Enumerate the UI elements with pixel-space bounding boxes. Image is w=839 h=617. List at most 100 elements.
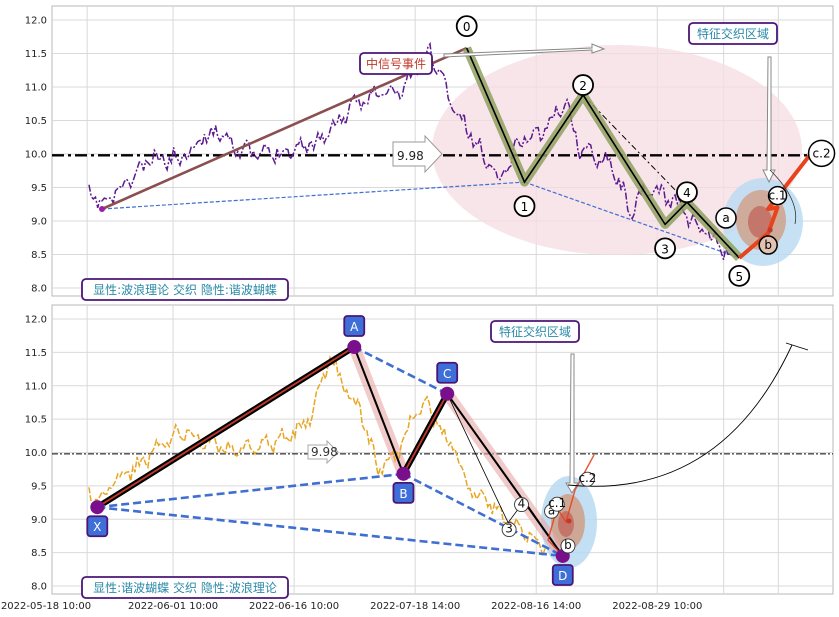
harmonic-connection (353, 345, 448, 395)
wave-node-3 (654, 237, 676, 260)
wave-label: 2 (579, 79, 587, 93)
harmonic-leg (353, 346, 405, 475)
wave-label: 0 (463, 20, 471, 34)
harmonic-connection (97, 505, 563, 558)
y-tick-label: 9.0 (31, 515, 47, 526)
y-tick-label: 11.0 (25, 381, 47, 392)
wave-label: 5 (735, 270, 743, 284)
harmonic-leg-core (96, 346, 355, 508)
harmonic-leg-core (402, 393, 448, 475)
y-tick-label: 10.0 (25, 448, 47, 459)
pointer-arrow (762, 56, 776, 184)
wave-node-0 (455, 15, 478, 38)
sub-node-b (560, 538, 576, 554)
x-tick-label: 2022-08-16 14:00 (491, 601, 581, 612)
wave-label: 4 (683, 186, 691, 200)
x-tick-label: 2022-07-18 14:00 (370, 601, 460, 612)
harmonic-box (436, 361, 459, 384)
wave-node-4 (676, 181, 698, 204)
feature-zone-label: 特征交织区域 (697, 26, 769, 41)
sub-wave-zone-core (748, 206, 772, 238)
y-tick-label: 9.5 (31, 481, 47, 492)
harmonic-box (551, 564, 574, 586)
y-tick-label: 8.5 (31, 548, 47, 559)
y-tick-label: 11.5 (25, 49, 47, 60)
harmonic-box (392, 481, 415, 504)
reference-arrow (307, 439, 339, 465)
sub-wave-label: a (722, 211, 729, 225)
rising-leg (101, 46, 468, 211)
sub-node-c.1 (549, 496, 565, 512)
sub-label: b (564, 538, 572, 552)
pointer-arrow (565, 353, 579, 494)
start-marker (99, 206, 105, 212)
trend-dashed (524, 181, 740, 259)
wave-node-2 (572, 74, 594, 96)
sub-node-4 (514, 497, 529, 513)
sub-wave-label: b (764, 238, 772, 252)
reference-line-label: 9.98 (397, 149, 424, 163)
wave-label: 1 (521, 200, 529, 214)
harmonic-marker-A (347, 340, 362, 355)
trend-dashdot (582, 94, 688, 203)
harmonic-label: D (558, 569, 567, 583)
sub-label: c.2 (578, 471, 596, 485)
harmonic-label: C (443, 367, 451, 381)
sub-node-3 (501, 522, 517, 538)
sub-wave-dot (767, 227, 773, 233)
wave-node-1 (513, 195, 536, 218)
flow-arrow (443, 43, 606, 58)
sub-wave-node-a (715, 207, 737, 229)
y-tick-label: 8.0 (31, 284, 47, 295)
harmonic-connection (97, 472, 404, 509)
x-tick-label: 2022-06-16 10:00 (249, 601, 339, 612)
sub-wave-dot (566, 518, 572, 524)
y-tick-label: 8.0 (31, 582, 47, 593)
y-tick-label: 10.5 (25, 116, 47, 127)
y-tick-label: 12.0 (25, 16, 47, 27)
y-tick-label: 8.5 (31, 250, 47, 261)
harmonic-label: X (93, 520, 101, 534)
sub-wave-node-b (758, 235, 778, 255)
sub-label: 4 (518, 497, 526, 511)
wave-line (465, 47, 740, 259)
sub-label: a (548, 503, 555, 517)
legend-note-box (81, 576, 289, 599)
sub-wave-node-c.1 (767, 185, 788, 206)
sub-wave-label: c.1 (769, 189, 787, 203)
sub-wave-impulse (547, 454, 595, 557)
sub-wave-zone-core (558, 511, 574, 537)
price-series (88, 41, 731, 260)
x-tick-label: 2022-08-29 10:00 (612, 601, 702, 612)
sub-wave-node-c.2 (807, 139, 836, 168)
harmonic-label: B (399, 487, 407, 501)
panel-bottom: 8.0 8.5 9.0 9.5 10.0 10.5 11.0 11.5 12.0 (25, 304, 834, 595)
harmonic-connection (402, 472, 564, 558)
y-tick-label: 12.0 (25, 315, 47, 326)
plot-area (51, 304, 834, 595)
legend-note: 显性:谐波蝴蝶 交织 隐性:波浪理论 (93, 580, 277, 595)
harmonic-box (343, 315, 366, 337)
y-tick-label: 11.0 (25, 83, 47, 94)
signal-event-label: 中信号事件 (366, 56, 426, 71)
reference-line-label: 9.98 (311, 445, 338, 459)
legend-note: 显性:波浪理论 交织 隐性:谐波蝴蝶 (93, 282, 277, 297)
y-tick-label: 11.5 (25, 348, 47, 359)
sub-node-c.2 (579, 471, 595, 487)
y-tick-label: 10.5 (25, 415, 47, 426)
feature-zone-label: 特征交织区域 (499, 324, 571, 339)
harmonic-leg (446, 393, 564, 557)
sub-label: c.1 (548, 496, 566, 510)
curve-arrow-head (785, 342, 809, 351)
wave-label: 3 (661, 242, 669, 256)
trend-dashed (101, 181, 525, 210)
x-tick-label: 2022-06-01 10:00 (128, 601, 218, 612)
y-tick-label: 10.0 (25, 150, 47, 161)
harmonic-marker-X (90, 500, 105, 515)
signal-event-label-box (359, 52, 433, 75)
y-tick-label: 9.0 (31, 217, 47, 228)
sub-label: 3 (505, 522, 513, 536)
